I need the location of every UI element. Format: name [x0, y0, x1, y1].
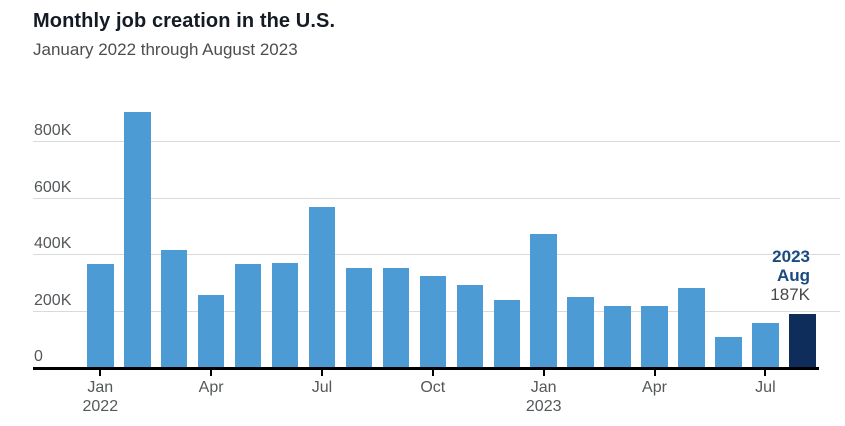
annotation-year: 2023: [772, 247, 810, 266]
x-axis-tick: [99, 370, 102, 376]
annotation-value: 187K: [770, 285, 810, 304]
y-axis-label: 200K: [34, 291, 72, 309]
x-axis-label: Jan 2022: [82, 379, 119, 415]
chart-title: Monthly job creation in the U.S.: [33, 10, 336, 32]
chart-subtitle: January 2022 through August 2023: [33, 40, 298, 59]
highlight-annotation: 2023 Aug 187K: [770, 247, 810, 304]
bar-feb-2022: [124, 111, 151, 367]
x-axis-label: Jul: [311, 379, 333, 396]
y-axis-label: 600K: [34, 178, 72, 196]
bar-jan-2022: [87, 264, 114, 367]
bar-aug-2023: [789, 314, 816, 367]
x-axis-label: Apr: [198, 379, 224, 396]
bar-nov-2022: [456, 285, 483, 367]
bar-may-2023: [678, 287, 705, 367]
gridline: [33, 197, 840, 199]
x-axis-label: Oct: [420, 379, 446, 396]
bar-jun-2022: [271, 262, 299, 367]
x-axis-tick: [653, 370, 656, 376]
x-axis-label: Apr: [642, 379, 667, 396]
bar-jan-2023: [530, 233, 557, 367]
bar-feb-2023: [567, 296, 594, 367]
bar-jul-2023: [752, 322, 779, 367]
bar-may-2022: [234, 264, 262, 367]
bar-oct-2022: [419, 275, 447, 367]
bar-mar-2023: [604, 305, 631, 367]
gridline: [33, 254, 840, 255]
bar-jul-2022: [308, 206, 336, 367]
bar-jun-2023: [715, 337, 742, 367]
bar-apr-2022: [197, 295, 225, 367]
x-axis-line: [33, 367, 819, 370]
x-axis-label: Jul: [755, 379, 776, 396]
x-axis-tick: [542, 370, 545, 376]
annotation-month: Aug: [776, 266, 810, 285]
x-axis-label: Jan 2023: [525, 379, 562, 415]
bar-dec-2022: [493, 299, 520, 367]
x-axis-tick: [210, 370, 213, 376]
y-axis-label: 0: [34, 348, 43, 365]
bar-aug-2022: [345, 267, 373, 367]
bar-apr-2023: [641, 305, 668, 367]
x-axis-tick: [431, 370, 434, 376]
y-axis-label: 400K: [34, 235, 72, 252]
bar-mar-2022: [160, 250, 188, 367]
x-axis-tick: [764, 370, 767, 376]
x-axis-tick: [321, 370, 323, 376]
bar-sep-2022: [382, 268, 410, 367]
y-axis-label: 800K: [34, 122, 72, 139]
gridline: [33, 141, 840, 142]
